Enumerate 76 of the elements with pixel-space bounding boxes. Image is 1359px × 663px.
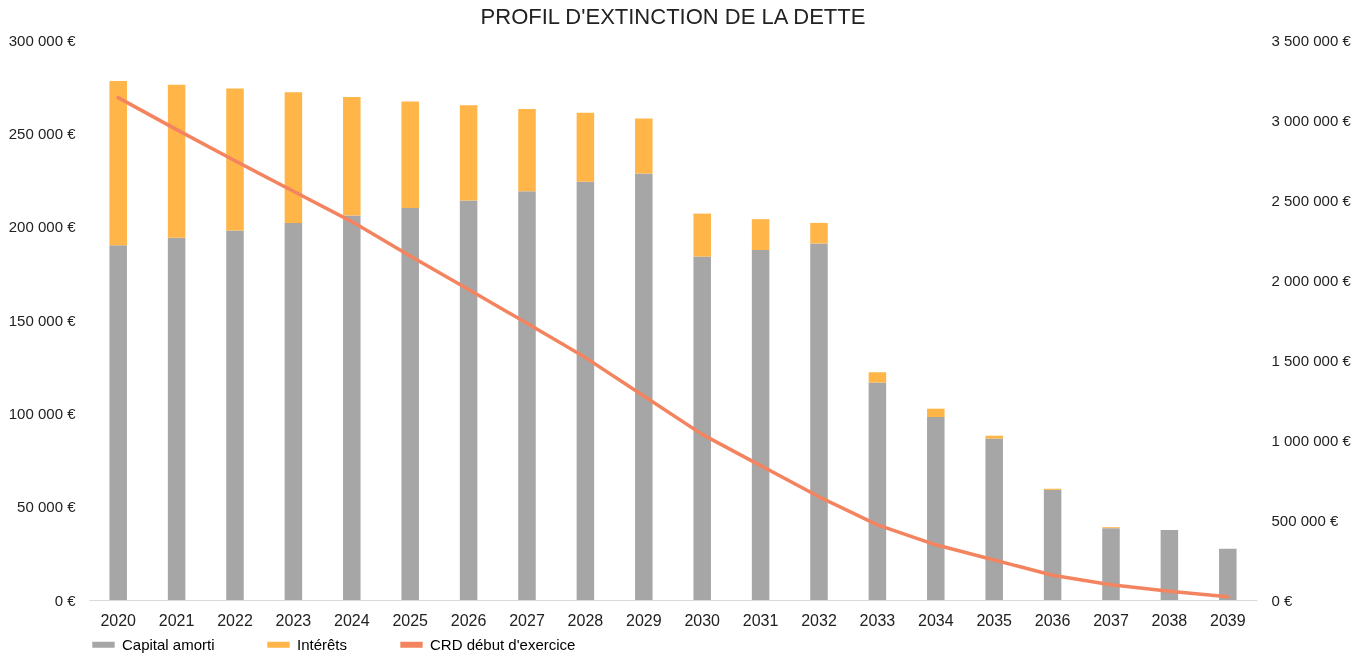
x-tick-label: 2037	[1093, 611, 1129, 629]
bar	[1160, 530, 1179, 600]
bar	[751, 250, 770, 600]
y2-tick-label: 3 000 000 €	[1271, 111, 1352, 129]
bar	[810, 243, 828, 600]
bar	[927, 417, 945, 600]
bar	[401, 101, 419, 208]
bar	[693, 213, 711, 257]
x-tick-label: 2039	[1210, 611, 1246, 629]
bar	[343, 96, 361, 216]
y-tick-label: 250 000 €	[8, 124, 77, 142]
bar	[576, 112, 595, 182]
x-tick-label: 2028	[567, 611, 604, 629]
bar	[810, 222, 828, 244]
bar	[635, 118, 653, 174]
x-tick-label: 2027	[509, 611, 545, 629]
bar	[985, 438, 1003, 600]
y-tick-label: 50 000 €	[17, 498, 77, 516]
bar	[1102, 528, 1120, 600]
y-tick-label: 300 000 €	[8, 31, 77, 49]
bar	[459, 105, 478, 201]
bar	[284, 92, 303, 223]
y2-tick-label: 2 000 000 €	[1271, 271, 1352, 289]
x-tick-label: 2029	[626, 611, 662, 629]
bar	[109, 245, 127, 600]
x-tick-label: 2033	[859, 611, 896, 629]
x-tick-label: 2023	[275, 611, 312, 629]
legend-label: Capital amorti	[122, 635, 215, 653]
y-tick-label: 0 €	[54, 591, 77, 609]
bar	[868, 382, 887, 600]
bar	[985, 435, 1003, 439]
bar	[459, 200, 478, 600]
bar	[401, 208, 419, 600]
bar	[343, 215, 361, 600]
bar	[1219, 548, 1237, 600]
line-series	[116, 95, 1230, 599]
y2-tick-label: 500 000 €	[1271, 511, 1339, 529]
bar	[109, 81, 127, 246]
x-tick-label: 2030	[684, 611, 721, 629]
bar	[226, 88, 244, 231]
y2-tick-label: 1 000 000 €	[1271, 431, 1352, 449]
bar	[167, 237, 186, 600]
x-tick-label: 2036	[1034, 611, 1071, 629]
bar	[751, 219, 770, 250]
x-tick-label: 2034	[918, 611, 954, 629]
x-tick-label: 2020	[100, 611, 137, 629]
bar	[927, 408, 945, 418]
bar	[518, 191, 536, 600]
x-tick-label: 2035	[976, 611, 1013, 629]
chart-title: PROFIL D'EXTINCTION DE LA DETTE	[480, 4, 866, 29]
x-tick-label: 2022	[217, 611, 253, 629]
y2-tick-label: 3 500 000 €	[1271, 31, 1352, 49]
x-tick-label: 2032	[801, 611, 837, 629]
bar	[693, 256, 711, 600]
y2-tick-label: 0 €	[1271, 591, 1294, 609]
y-tick-label: 200 000 €	[8, 218, 77, 236]
bar	[1043, 489, 1062, 600]
bar	[167, 84, 186, 238]
x-tick-label: 2038	[1151, 611, 1188, 629]
x-tick-label: 2026	[450, 611, 487, 629]
bar	[226, 230, 244, 600]
legend-label: CRD début d'exercice	[430, 635, 576, 653]
x-tick-label: 2031	[742, 611, 779, 629]
bar	[635, 173, 653, 600]
x-tick-label: 2024	[334, 611, 370, 629]
y2-tick-label: 1 500 000 €	[1271, 351, 1352, 369]
x-tick-label: 2021	[158, 611, 195, 629]
bar	[284, 222, 303, 600]
bar	[518, 109, 536, 192]
y-tick-label: 100 000 €	[8, 404, 77, 422]
legend-label: Intérêts	[297, 635, 348, 653]
y2-tick-label: 2 500 000 €	[1271, 191, 1352, 209]
bar	[576, 181, 595, 600]
y-tick-label: 150 000 €	[8, 311, 77, 329]
bar	[868, 372, 887, 383]
x-tick-label: 2025	[392, 611, 429, 629]
